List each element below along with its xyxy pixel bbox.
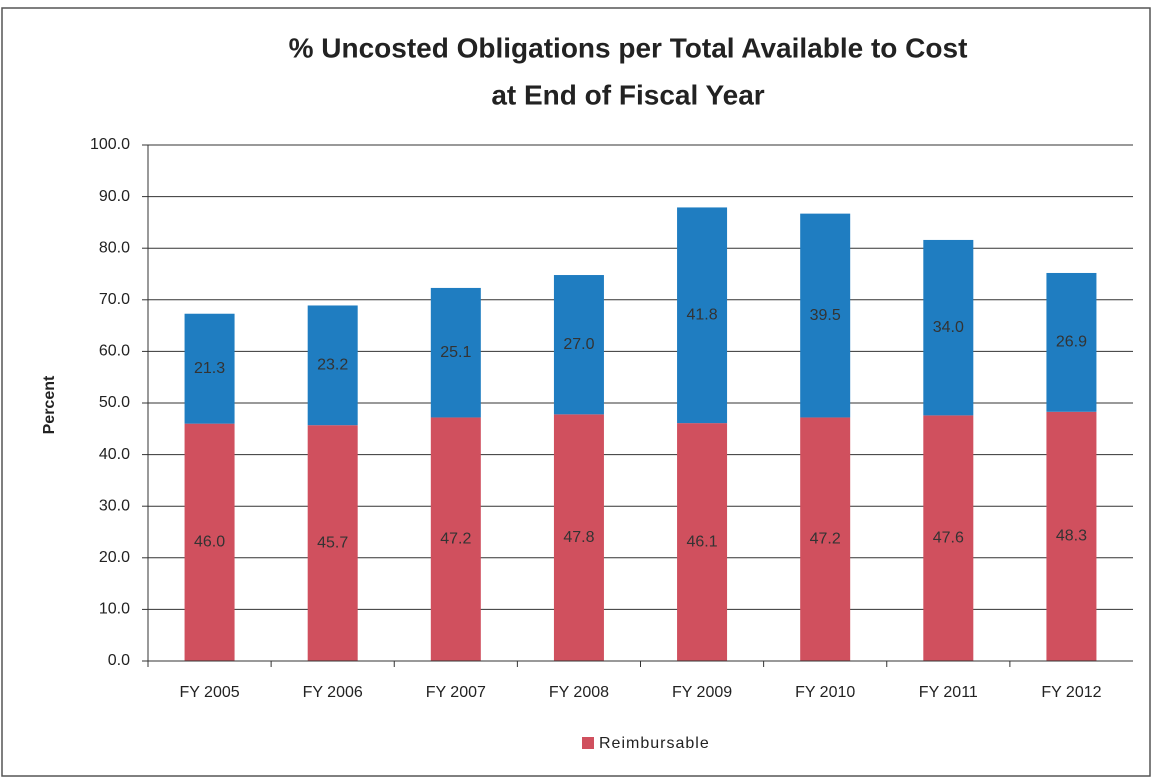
bar-segment [800, 417, 851, 661]
legend-swatch [582, 737, 594, 749]
data-label: 47.6 [933, 529, 964, 546]
bar-segment [184, 423, 235, 661]
bar-segment [800, 213, 851, 418]
y-tick-label: 40.0 [99, 446, 130, 463]
bar-segment [430, 287, 481, 418]
data-label: 46.0 [194, 534, 225, 551]
bar-segment [553, 414, 604, 661]
y-tick-label: 80.0 [99, 239, 130, 256]
y-tick-label: 50.0 [99, 394, 130, 411]
data-label: 27.0 [563, 336, 594, 353]
y-tick-label: 20.0 [99, 549, 130, 566]
bar-segment [923, 239, 974, 416]
chart-frame [1, 7, 1151, 777]
x-tick-label: FY 2007 [426, 684, 486, 701]
x-tick-label: FY 2012 [1041, 684, 1101, 701]
x-tick-label: FY 2009 [672, 684, 732, 701]
bar-segment [1046, 272, 1097, 412]
data-label: 47.2 [440, 530, 471, 547]
x-tick-label: FY 2011 [919, 684, 978, 701]
y-tick-label: 10.0 [99, 601, 130, 618]
bar-segment [677, 207, 728, 424]
data-label: 39.5 [810, 307, 841, 324]
x-tick-label: FY 2006 [303, 684, 363, 701]
data-label: 23.2 [317, 357, 348, 374]
data-label: 47.2 [810, 530, 841, 547]
bar-segment [553, 275, 604, 415]
x-tick-label: FY 2005 [179, 684, 239, 701]
data-label: 48.3 [1056, 528, 1087, 545]
bar-segment [923, 415, 974, 661]
data-label: 46.1 [686, 533, 717, 550]
bar-segment [307, 305, 358, 426]
data-label: 26.9 [1056, 334, 1087, 351]
chart-title: at End of Fiscal Year [491, 79, 764, 110]
data-label: 21.3 [194, 360, 225, 377]
y-tick-label: 100.0 [90, 136, 130, 153]
y-axis-label: Percent [41, 375, 58, 434]
legend-label: Reimbursable [599, 735, 710, 752]
chart-title: % Uncosted Obligations per Total Availab… [289, 32, 968, 63]
y-tick-label: 90.0 [99, 188, 130, 205]
y-tick-label: 60.0 [99, 343, 130, 360]
y-tick-label: 30.0 [99, 497, 130, 514]
data-label: 45.7 [317, 534, 348, 551]
bar-segment [1046, 411, 1097, 661]
x-tick-label: FY 2010 [795, 684, 855, 701]
bar-segment [184, 313, 235, 424]
bar-segment [307, 425, 358, 661]
x-tick-label: FY 2008 [549, 684, 609, 701]
y-tick-label: 70.0 [99, 291, 130, 308]
y-tick-label: 0.0 [108, 652, 130, 669]
data-label: 41.8 [686, 306, 717, 323]
data-label: 47.8 [563, 529, 594, 546]
data-label: 25.1 [440, 344, 471, 361]
bar-segment [430, 417, 481, 661]
data-label: 34.0 [933, 319, 964, 336]
bar-segment [677, 423, 728, 661]
